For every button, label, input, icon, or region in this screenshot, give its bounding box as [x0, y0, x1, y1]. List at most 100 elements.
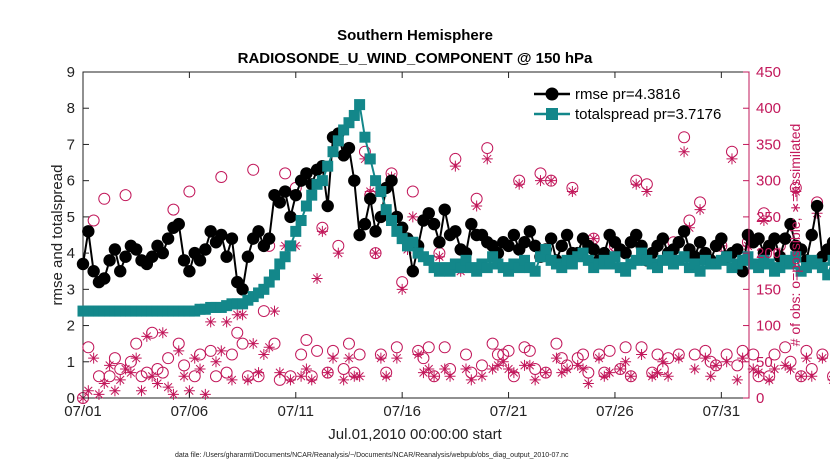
obs-assimilated-point — [641, 186, 652, 197]
obs-assimilated-point — [423, 364, 434, 375]
obs-assimilated-point — [375, 353, 386, 364]
obs-assimilated-point — [328, 353, 339, 364]
totalspread-point — [290, 226, 301, 237]
totalspread-point — [269, 269, 280, 280]
totalspread-point — [386, 215, 397, 226]
obs-assimilated-point — [689, 364, 700, 375]
rmse-point — [806, 229, 818, 241]
y-tick-label: 6 — [67, 173, 75, 190]
obs-assimilated-point — [413, 349, 424, 360]
totalspread-point — [482, 262, 493, 273]
obs-assimilated-point — [679, 146, 690, 157]
rmse-point — [657, 232, 669, 244]
obs-assimilated-point — [615, 364, 626, 375]
obs-assimilated-point — [141, 331, 152, 342]
totalspread-point — [407, 237, 418, 248]
obs-assimilated-point — [429, 371, 440, 382]
obs-assimilated-point — [322, 367, 333, 378]
totalspread-point — [328, 146, 339, 157]
rmse-point — [146, 251, 158, 263]
rmse-point — [183, 265, 195, 277]
obs-assimilated-point — [705, 371, 716, 382]
obs-assimilated-point — [562, 364, 573, 375]
obs-assimilated-point — [285, 374, 296, 385]
rmse-point — [274, 196, 286, 208]
obs-assimilated-point — [200, 389, 211, 400]
totalspread-point — [381, 204, 392, 215]
obs-assimilated-point — [796, 371, 807, 382]
rmse-point — [433, 236, 445, 248]
obs-assimilated-point — [546, 175, 557, 186]
x-tick-label: 07/31 — [703, 403, 741, 420]
rmse-point — [508, 229, 520, 241]
obs-assimilated-point — [498, 356, 509, 367]
obs-assimilated-point — [450, 161, 461, 172]
rmse-point — [279, 185, 291, 197]
obs-assimilated-point — [189, 353, 200, 364]
obs-assimilated-point — [157, 327, 168, 338]
obs-assimilated-point — [301, 364, 312, 375]
x-tick-label: 07/26 — [596, 403, 634, 420]
rmse-point — [439, 203, 451, 215]
rmse-point — [109, 243, 121, 255]
y2-tick-label: 0 — [756, 390, 764, 407]
rmse-point — [619, 247, 631, 259]
y-tick-label: 1 — [67, 354, 75, 371]
rmse-point — [587, 243, 599, 255]
totalspread-point — [721, 251, 732, 262]
y2-tick-label: 400 — [756, 100, 781, 117]
obs-assimilated-point — [258, 349, 269, 360]
rmse-point — [423, 207, 435, 219]
obs-assimilated-point — [168, 389, 179, 400]
totalspread-point — [359, 132, 370, 143]
rmse-point — [199, 243, 211, 255]
obs-assimilated-point — [657, 356, 668, 367]
obs-assimilated-point — [125, 367, 136, 378]
obs-assimilated-point — [253, 367, 264, 378]
rmse-point — [518, 236, 530, 248]
obs-assimilated-point — [711, 360, 722, 371]
obs-assimilated-point — [179, 371, 190, 382]
obs-assimilated-point — [248, 338, 259, 349]
obs-assimilated-point — [163, 382, 174, 393]
rmse-point — [359, 218, 371, 230]
obs-assimilated-point — [806, 371, 817, 382]
obs-assimilated-point — [663, 371, 674, 382]
obs-assimilated-point — [695, 204, 706, 215]
obs-assimilated-point — [726, 153, 737, 164]
obs-assimilated-point — [152, 378, 163, 389]
legend-spread-label: totalspread pr=3.7176 — [575, 106, 721, 123]
rmse-point — [119, 251, 131, 263]
obs-assimilated-point — [471, 201, 482, 212]
obs-assimilated-point — [338, 374, 349, 385]
y2-tick-label: 250 — [756, 209, 781, 226]
obs-assimilated-point — [93, 389, 104, 400]
rmse-point — [502, 240, 514, 252]
rmse-point — [715, 232, 727, 244]
rmse-point — [98, 272, 110, 284]
rmse-point — [173, 218, 185, 230]
obs-assimilated-point — [625, 371, 636, 382]
x-tick-label: 07/16 — [383, 403, 421, 420]
obs-assimilated-point — [700, 353, 711, 364]
y2-tick-label: 350 — [756, 136, 781, 153]
rmse-point — [178, 254, 190, 266]
obs-assimilated-point — [636, 349, 647, 360]
data-file-footnote: data file: /Users/gharamti/Documents/NCA… — [175, 452, 569, 459]
rmse-point — [204, 225, 216, 237]
obs-assimilated-point — [540, 367, 551, 378]
y2-tick-label: 150 — [756, 281, 781, 298]
chart-title-line1: Southern Hemisphere — [337, 27, 493, 44]
rmse-point — [82, 225, 94, 237]
obs-assimilated-point — [381, 371, 392, 382]
rmse-point — [226, 232, 238, 244]
obs-assimilated-point — [652, 367, 663, 378]
obs-assimilated-point — [296, 371, 307, 382]
rmse-point — [630, 229, 642, 241]
totalspread-point — [370, 175, 381, 186]
obs-assimilated-point — [721, 356, 732, 367]
totalspread-point — [333, 135, 344, 146]
totalspread-point — [695, 266, 706, 277]
obs-assimilated-point — [210, 356, 221, 367]
